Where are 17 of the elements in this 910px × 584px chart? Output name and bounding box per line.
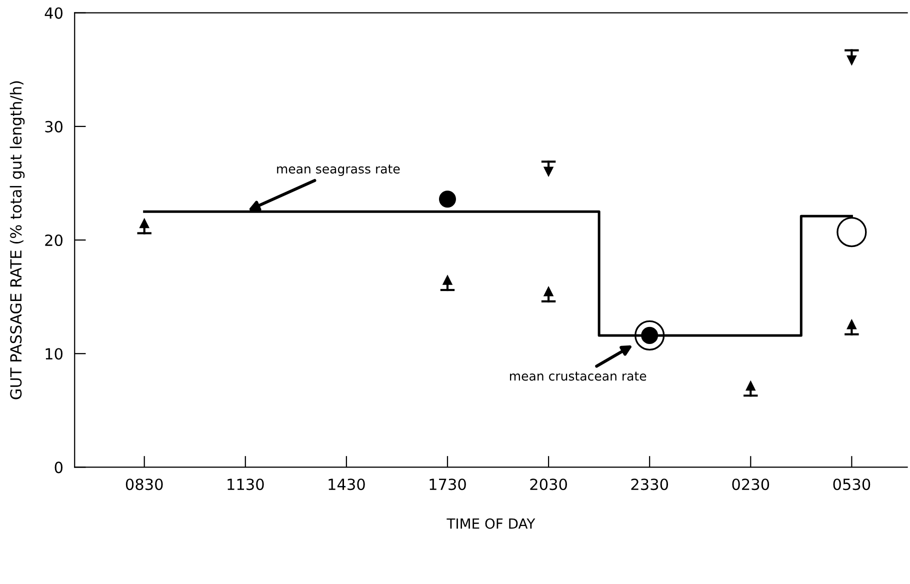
x-tick-label: 0830: [126, 478, 163, 490]
x-tick-label: 2330: [631, 478, 668, 490]
x-tick-label: 2030: [530, 478, 567, 490]
y-tick-label: 10: [46, 348, 62, 360]
x-tick-label: 1730: [430, 478, 466, 490]
y-axis-title: GUT PASSAGE RATE (% total gut length/h): [10, 81, 25, 400]
x-tick-label: 1430: [328, 478, 365, 490]
y-tick-label: 30: [45, 120, 62, 132]
y-tick-label: 20: [45, 234, 62, 246]
x-tick-label: 0530: [833, 478, 870, 490]
y-tick-label: 40: [44, 7, 62, 19]
x-tick-label: 1130: [228, 478, 264, 490]
annotation: mean crustacean rate: [510, 372, 646, 381]
x-axis-title: TIME OF DAY: [446, 518, 536, 529]
annotation: mean seagrass rate: [277, 164, 400, 176]
y-tick-label: 0: [54, 462, 62, 474]
x-tick-label: 0230: [732, 478, 770, 490]
